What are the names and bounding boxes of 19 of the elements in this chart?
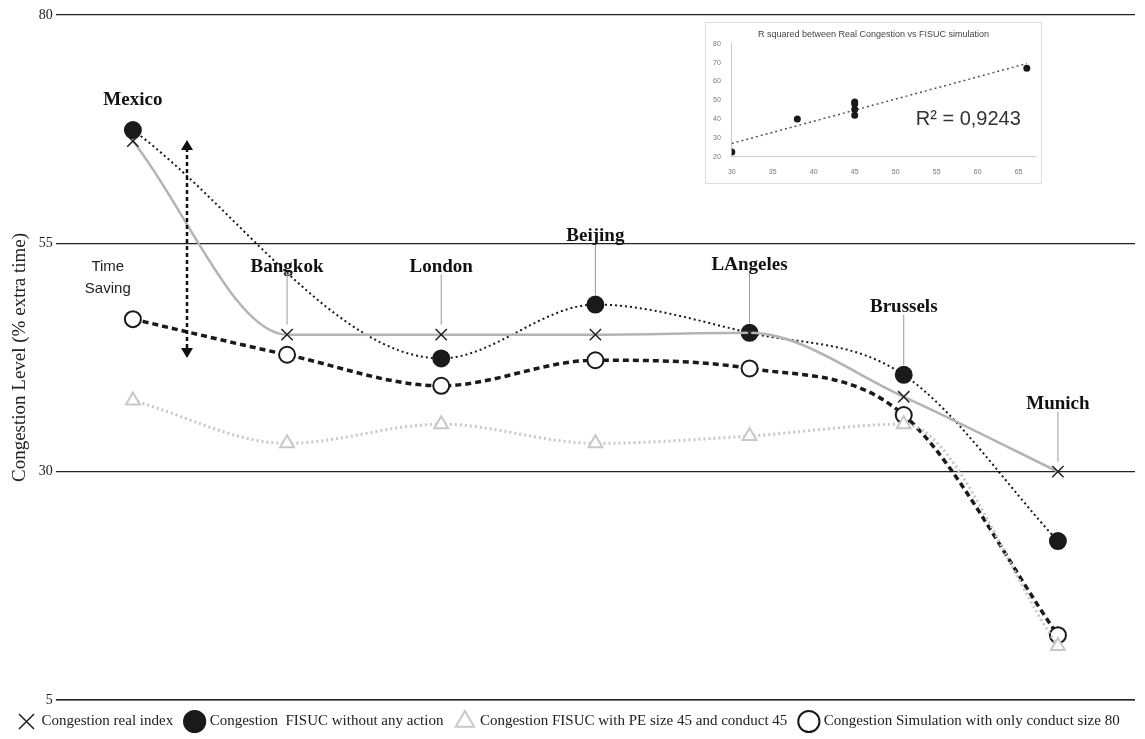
category-label: LAngeles: [711, 252, 788, 274]
chart-title: R squared between Real Congestion vs FISUC simulation: [757, 28, 990, 39]
legend-label: Congestion FISUC with PE size 45 and conduct 45: [479, 712, 788, 729]
y-axis-title: Congestion Level (% extra time): [8, 232, 31, 483]
legend-label: Congestion FISUC without any action: [209, 712, 444, 729]
category-label: Munich: [1026, 391, 1090, 413]
category-label: London: [409, 254, 473, 276]
y-tick-label: 5: [45, 691, 53, 707]
category-label: Brussels: [869, 294, 938, 316]
y-tick-label: 30: [38, 463, 53, 479]
category-label: Bangkok: [250, 254, 324, 276]
category-label: Mexico: [103, 87, 163, 109]
y-tick-label: 80: [38, 6, 53, 22]
category-label: Beijing: [566, 224, 625, 246]
legend-label: Congestion real index: [41, 712, 174, 729]
legend-label: Congestion Simulation with only conduct size 80: [823, 712, 1120, 729]
annotation: R² = 0,9243: [915, 107, 1021, 130]
y-tick-label: 55: [38, 235, 53, 251]
annotation: Time Saving: [84, 257, 131, 297]
